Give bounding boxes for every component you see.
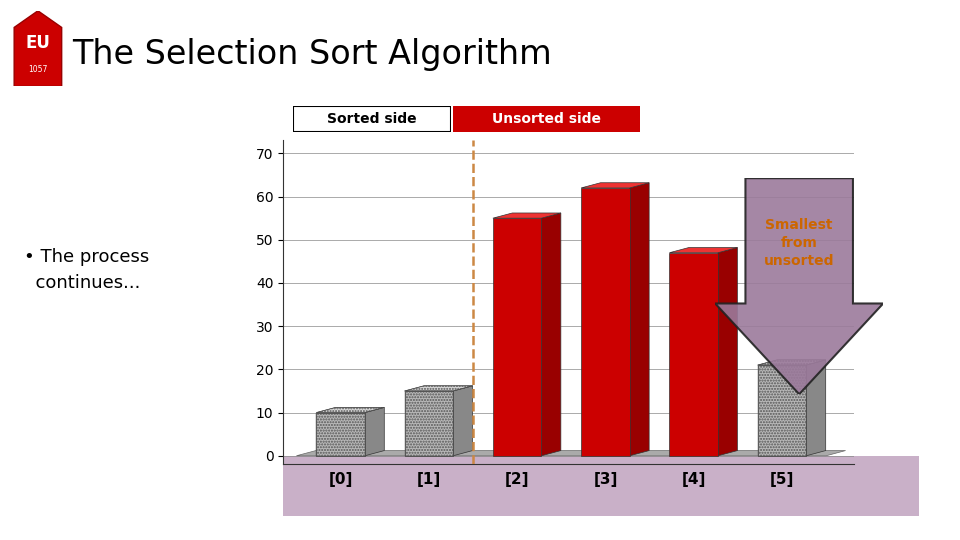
Polygon shape — [757, 360, 826, 365]
Polygon shape — [541, 213, 561, 456]
Polygon shape — [630, 183, 649, 456]
Text: Unsorted side: Unsorted side — [492, 112, 601, 126]
Text: The Selection Sort Algorithm: The Selection Sort Algorithm — [72, 38, 552, 71]
Bar — [492, 218, 541, 456]
Bar — [283, 456, 919, 516]
Polygon shape — [404, 386, 472, 391]
Bar — [316, 413, 365, 456]
Text: EU: EU — [26, 33, 50, 51]
Bar — [404, 391, 453, 456]
Polygon shape — [316, 407, 384, 413]
Polygon shape — [492, 213, 561, 218]
Polygon shape — [715, 178, 883, 394]
Polygon shape — [365, 407, 384, 456]
Polygon shape — [669, 247, 737, 253]
Bar — [404, 391, 453, 456]
Bar — [669, 253, 718, 456]
Polygon shape — [581, 183, 649, 188]
Polygon shape — [718, 247, 737, 456]
Polygon shape — [453, 386, 472, 456]
Text: Smallest
from
unsorted: Smallest from unsorted — [764, 218, 834, 268]
Bar — [757, 365, 806, 456]
Polygon shape — [297, 450, 846, 456]
Bar — [757, 365, 806, 456]
Text: Sorted side: Sorted side — [327, 112, 417, 126]
Bar — [581, 188, 630, 456]
Text: • The process
  continues...: • The process continues... — [24, 248, 149, 292]
Bar — [316, 413, 365, 456]
Polygon shape — [14, 11, 61, 86]
Text: 1057: 1057 — [28, 65, 48, 75]
Polygon shape — [806, 360, 826, 456]
